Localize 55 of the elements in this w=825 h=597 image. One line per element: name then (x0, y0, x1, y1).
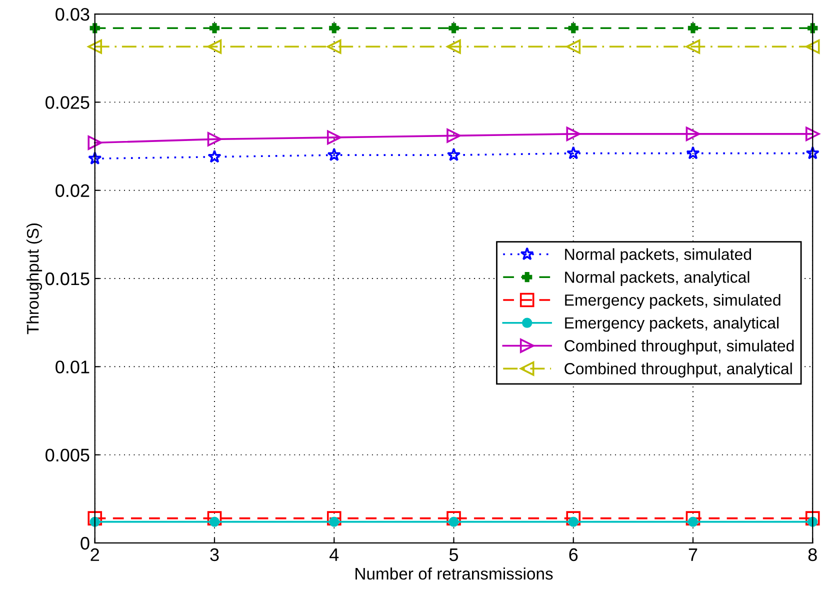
y-tick-label: 0.01 (56, 360, 90, 374)
point (805, 39, 820, 54)
point (566, 146, 580, 160)
point (88, 151, 102, 165)
point (446, 39, 461, 54)
point (88, 511, 102, 526)
point (686, 511, 700, 526)
point (448, 23, 459, 34)
x-tick-label: 5 (449, 548, 458, 562)
point (806, 146, 820, 160)
y-tick-label: 0.02 (56, 184, 90, 198)
point (446, 148, 461, 162)
x-tick-label: 8 (808, 548, 817, 562)
legend-label: Normal packets, analytical (565, 271, 750, 286)
point (327, 148, 341, 162)
x-tick-label: 6 (569, 548, 578, 562)
point (326, 130, 342, 145)
y-tick-label: 0.03 (56, 8, 90, 21)
x-tick-label: 4 (330, 548, 339, 561)
y-tick-label: 0 (80, 536, 90, 550)
point (566, 511, 581, 526)
point (208, 150, 222, 163)
x-axis-title: Number of retransmissions (356, 567, 553, 580)
legend-label: Emergency packets, simulated (565, 294, 780, 309)
legend-label: Normal packets, simulated (565, 248, 751, 264)
point (688, 23, 698, 34)
point (207, 511, 222, 526)
point (566, 39, 581, 54)
point (805, 511, 820, 526)
point (805, 126, 820, 142)
y-tick-label: 0.025 (46, 96, 90, 109)
point (207, 39, 222, 54)
legend-label: Emergency packets, analytical (565, 316, 778, 332)
point (207, 132, 222, 146)
x-tick-label: 2 (90, 548, 99, 561)
point (686, 126, 700, 142)
point (88, 136, 102, 150)
point (566, 126, 581, 142)
point (446, 128, 461, 143)
point (568, 23, 578, 34)
point (209, 23, 220, 34)
y-axis-title: Throughput (S) (26, 223, 42, 334)
point (88, 39, 102, 54)
legend-label: Combined throughput, analytical (564, 362, 792, 378)
y-tick-label: 0.005 (46, 448, 90, 462)
point (446, 511, 461, 526)
y-tick-label: 0.015 (46, 272, 90, 286)
x-tick-label: 3 (210, 548, 219, 562)
point (686, 39, 700, 54)
legend-label: Combined throughput, simulated (564, 340, 794, 355)
point (326, 511, 342, 526)
point (326, 39, 342, 54)
x-tick-label: 7 (688, 548, 698, 561)
point (686, 146, 700, 160)
point (329, 23, 340, 34)
